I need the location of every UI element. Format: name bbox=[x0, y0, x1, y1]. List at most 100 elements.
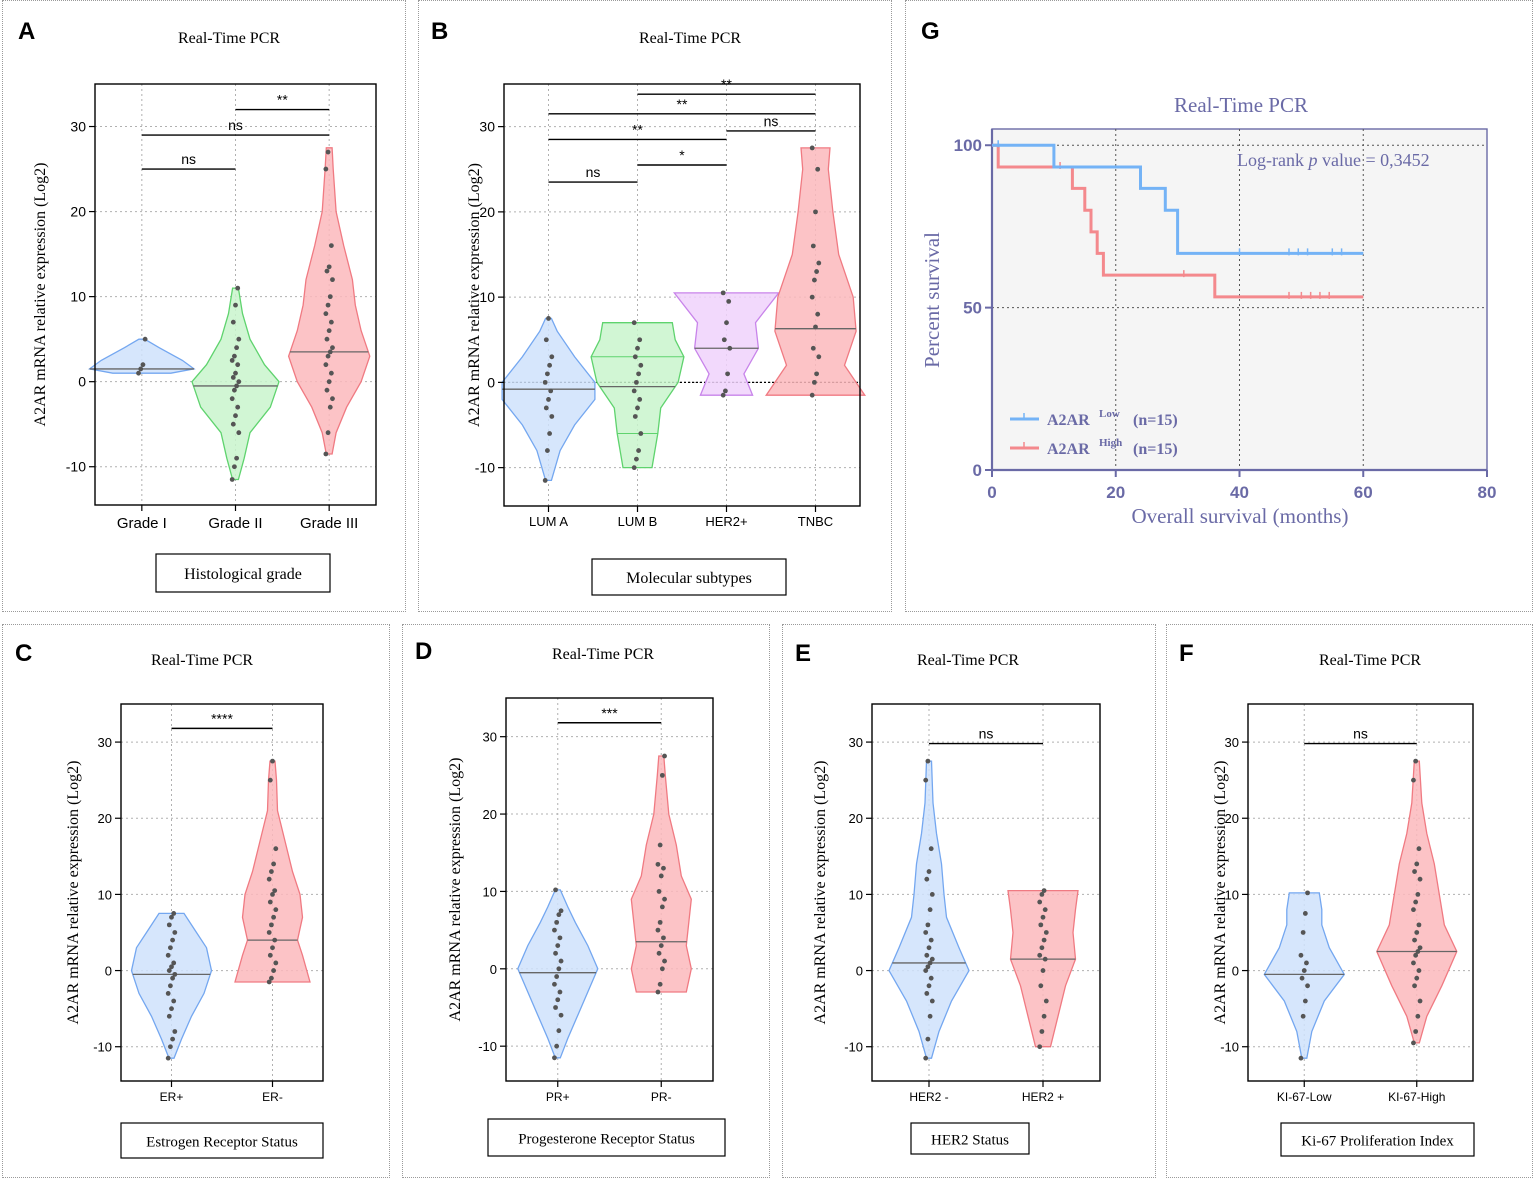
data-point bbox=[923, 930, 929, 935]
data-point bbox=[1414, 861, 1420, 867]
x-tick-label: 60 bbox=[1354, 483, 1373, 502]
data-point bbox=[1037, 899, 1043, 905]
data-point bbox=[1037, 952, 1043, 958]
x-axis-label-box bbox=[910, 1122, 1030, 1155]
data-point bbox=[323, 311, 329, 317]
category-label: LUM B bbox=[618, 514, 658, 529]
data-point bbox=[270, 758, 275, 764]
data-point bbox=[632, 354, 638, 360]
data-point bbox=[234, 383, 240, 389]
data-point bbox=[542, 478, 548, 483]
data-point bbox=[809, 392, 815, 398]
category-label: HER2+ bbox=[705, 514, 747, 529]
plot-frame bbox=[505, 697, 714, 1082]
x-axis-label: Estrogen Receptor Status bbox=[146, 1135, 298, 1151]
survival-chart-g: G Real-Time PCR 0 20 40 60 80 0 50 100 Overall sur… bbox=[920, 18, 1497, 528]
data-point bbox=[324, 387, 330, 393]
data-point bbox=[330, 396, 335, 402]
survival-curve-blue bbox=[992, 143, 1364, 255]
data-point bbox=[542, 379, 548, 385]
data-point bbox=[927, 1013, 933, 1019]
data-point bbox=[328, 319, 334, 325]
data-point bbox=[269, 869, 274, 874]
data-point bbox=[558, 958, 564, 964]
plot-frame bbox=[120, 703, 324, 1082]
data-point bbox=[229, 358, 235, 363]
data-point bbox=[655, 927, 661, 933]
data-point bbox=[1415, 892, 1421, 897]
data-point bbox=[555, 943, 561, 948]
data-point bbox=[553, 887, 558, 893]
data-point bbox=[1042, 956, 1048, 962]
data-point bbox=[1041, 1013, 1047, 1019]
significance-label: ns bbox=[979, 726, 994, 742]
data-point bbox=[272, 888, 278, 893]
y-tick-label: 30 bbox=[1225, 735, 1239, 750]
data-point bbox=[1305, 983, 1310, 989]
data-point bbox=[929, 956, 935, 962]
data-point bbox=[270, 945, 275, 951]
data-point bbox=[170, 937, 176, 943]
data-point bbox=[929, 892, 935, 897]
annotation-suffix: value = 0,3452 bbox=[1317, 150, 1429, 170]
data-point bbox=[170, 1036, 176, 1042]
x-tick-label: 80 bbox=[1478, 483, 1497, 502]
data-point bbox=[658, 873, 664, 879]
chart-title: Real-Time PCR bbox=[178, 30, 280, 47]
data-point bbox=[138, 366, 144, 372]
x-tick-label: 0 bbox=[987, 483, 996, 502]
data-point bbox=[1301, 968, 1307, 973]
data-point bbox=[325, 149, 331, 155]
data-point bbox=[327, 404, 333, 410]
y-axis-label: A2AR mRNA relative expression (Log2) bbox=[1212, 761, 1229, 1025]
data-point bbox=[324, 336, 330, 342]
panel-letter: A bbox=[18, 18, 35, 45]
data-point bbox=[552, 1055, 557, 1061]
data-point bbox=[554, 974, 560, 979]
data-point bbox=[554, 1043, 560, 1049]
data-point bbox=[235, 404, 241, 410]
data-point bbox=[925, 922, 931, 928]
data-point bbox=[658, 943, 664, 948]
data-point bbox=[724, 320, 729, 326]
violin-chart-a: A Real-Time PCR Grade I Grade II Grade III -1… bbox=[18, 18, 377, 593]
x-axis-label: Progesterone Receptor Status bbox=[518, 1132, 695, 1148]
data-point bbox=[543, 405, 549, 411]
significance-label: ** bbox=[721, 76, 732, 92]
x-axis-label: Overall survival (months) bbox=[1132, 504, 1349, 528]
data-point bbox=[632, 414, 638, 419]
data-point bbox=[1300, 930, 1306, 935]
x-tick-label: 40 bbox=[1230, 483, 1249, 502]
y-axis-label: A2AR mRNA relative expression (Log2) bbox=[812, 761, 829, 1025]
data-point bbox=[1042, 907, 1048, 913]
category-label: PR- bbox=[651, 1090, 672, 1104]
data-point bbox=[165, 991, 171, 996]
y-tick-label: 20 bbox=[1225, 811, 1239, 826]
significance-label: *** bbox=[601, 705, 618, 721]
data-point bbox=[1417, 998, 1423, 1004]
data-point bbox=[1413, 758, 1419, 764]
data-point bbox=[727, 345, 733, 351]
x-tick-label: 20 bbox=[1106, 483, 1125, 502]
data-point bbox=[556, 1028, 562, 1034]
data-point bbox=[556, 966, 562, 972]
data-point bbox=[330, 277, 335, 283]
data-point bbox=[655, 861, 661, 867]
data-point bbox=[547, 362, 552, 368]
y-tick-label: 10 bbox=[483, 884, 497, 899]
data-point bbox=[1413, 1029, 1419, 1034]
data-point bbox=[236, 379, 242, 385]
data-point bbox=[1039, 892, 1045, 897]
significance-label: ns bbox=[228, 117, 243, 133]
data-point bbox=[1299, 975, 1305, 981]
data-point bbox=[923, 1055, 929, 1061]
data-point bbox=[927, 907, 933, 913]
y-axis-label: A2AR mRNA relative expression (Log2) bbox=[32, 163, 49, 427]
data-point bbox=[631, 388, 637, 394]
data-point bbox=[555, 997, 561, 1003]
significance-label: * bbox=[679, 147, 685, 163]
data-point bbox=[631, 320, 637, 326]
y-tick-label: 20 bbox=[70, 204, 86, 220]
data-point bbox=[554, 919, 560, 925]
category-label: TNBC bbox=[798, 514, 833, 529]
